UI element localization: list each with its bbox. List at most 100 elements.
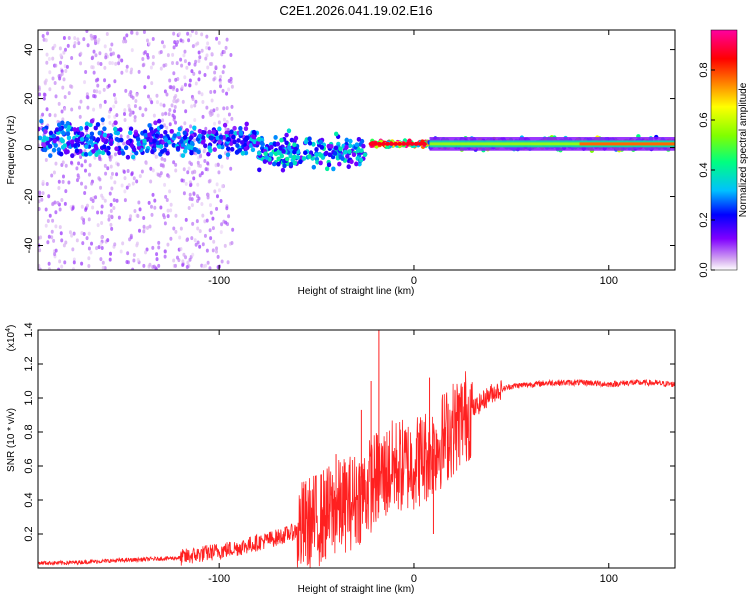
- spectrogram-speckle: [187, 205, 191, 210]
- spectrogram-speckle: [110, 186, 114, 191]
- spectrogram-speckle: [182, 191, 186, 196]
- spectrogram-speckle: [194, 31, 198, 36]
- spectrogram-cell: [165, 150, 170, 156]
- spectrogram-speckle: [213, 89, 217, 94]
- spectrogram-speckle: [67, 36, 71, 41]
- spectrogram-cell: [263, 151, 268, 157]
- spectrogram-speckle: [110, 214, 114, 219]
- spectrogram-y-tick-label: -40: [23, 238, 35, 254]
- spectrogram-cell: [163, 129, 168, 135]
- spectrogram-speckle: [64, 189, 68, 194]
- spectrogram-y-tick-label: 40: [23, 43, 35, 55]
- spectrogram-cell: [51, 133, 57, 139]
- spectrogram-speckle: [58, 46, 62, 51]
- spectrogram-cell: [421, 141, 427, 146]
- colorbar: 0.0 0.2 0.4 0.6 0.8 Normalized spectral ampl…: [698, 29, 749, 278]
- spectrogram-cell: [112, 126, 118, 132]
- spectrogram-cell: [276, 156, 281, 162]
- colorbar-label: Normalized spectral amplitude: [738, 82, 749, 217]
- spectrogram-speckle: [73, 36, 77, 41]
- spectrogram-speckle: [59, 231, 63, 236]
- spectrogram-speckle: [193, 62, 197, 67]
- spectrogram-cell: [89, 118, 95, 124]
- spectrogram-cell: [344, 144, 349, 150]
- spectrogram-cell: [361, 143, 366, 149]
- spectrogram-speckle: [40, 197, 44, 202]
- spectrogram-speckle: [185, 264, 189, 269]
- spectrogram-speckle: [204, 56, 208, 61]
- snr-frame: [37, 329, 676, 569]
- snr-lines: [38, 330, 675, 568]
- spectrogram-speckle: [154, 267, 158, 270]
- spectrogram-cell: [222, 122, 228, 128]
- spectrogram-speckle: [159, 205, 163, 210]
- spectrogram-cell: [93, 125, 98, 131]
- spectrogram-speckle: [155, 257, 159, 262]
- spectrogram-speckle: [114, 100, 118, 105]
- spectrogram-cell: [133, 131, 139, 137]
- spectrogram-cell: [281, 149, 286, 154]
- spectrogram-speckle: [38, 190, 42, 195]
- spectrogram-speckle: [179, 226, 183, 231]
- spectrogram-speckle: [196, 240, 200, 245]
- spectrogram-speckle: [162, 103, 166, 108]
- spectrogram-speckle: [86, 43, 90, 48]
- spectrogram-speckle: [230, 240, 234, 245]
- spectrogram-speckle: [174, 213, 178, 218]
- spectrogram-speckle: [201, 213, 205, 218]
- spectrogram-speckle: [108, 191, 112, 196]
- spectrogram-cell: [257, 167, 262, 173]
- spectrogram-speckle: [215, 194, 219, 199]
- spectrogram-speckle: [208, 203, 212, 208]
- spectrogram-speckle: [75, 238, 79, 243]
- spectrogram-cell: [238, 126, 243, 131]
- spectrogram-speckle: [95, 89, 99, 94]
- spectrogram-speckle: [123, 176, 127, 181]
- spectrogram-cell: [393, 141, 399, 146]
- spectrogram-speckle: [51, 218, 55, 223]
- spectrogram-speckle: [53, 252, 57, 257]
- spectrogram-speckle: [169, 236, 173, 241]
- spectrogram-cell: [314, 152, 319, 158]
- spectrogram-speckle: [54, 248, 58, 253]
- spectrogram-cell: [269, 144, 274, 150]
- spectrogram-speckle: [72, 231, 76, 236]
- spectrogram-speckle: [137, 200, 141, 205]
- spectrogram-speckle: [89, 33, 93, 38]
- spectrogram-cell: [200, 139, 206, 145]
- spectrogram-speckle: [187, 166, 191, 171]
- spectrogram-speckle: [204, 263, 208, 268]
- spectrogram-speckle: [213, 189, 217, 194]
- spectrogram-speckle: [90, 65, 94, 70]
- spectrogram-speckle: [167, 174, 171, 179]
- spectrogram-speckle: [174, 263, 178, 268]
- spectrogram-cell: [125, 139, 131, 145]
- spectrogram-cell: [230, 146, 235, 152]
- spectrogram-speckle: [115, 172, 119, 177]
- spectrogram-speckle: [101, 265, 105, 270]
- spectrogram-speckle: [137, 69, 141, 74]
- spectrogram-cell: [235, 143, 240, 148]
- spectrogram-speckle: [132, 258, 136, 263]
- spectrogram-speckle: [98, 90, 102, 95]
- spectrogram-speckle: [78, 114, 82, 119]
- spectrogram-speckle: [124, 39, 128, 44]
- spectrogram-speckle: [72, 257, 76, 262]
- spectrogram-cell: [188, 135, 194, 141]
- spectrogram-cell: [338, 146, 343, 152]
- spectrogram-speckle: [209, 113, 213, 118]
- snr-y-tick-label: 1.4: [23, 322, 35, 337]
- spectrogram-speckle: [50, 229, 54, 234]
- spectrogram-speckle: [116, 54, 120, 59]
- spectrogram-speckle: [105, 31, 109, 36]
- spectrogram-cell: [217, 154, 223, 160]
- spectrogram-speckle: [112, 104, 116, 109]
- spectrogram-speckle: [217, 40, 221, 45]
- spectrogram-cell: [89, 131, 95, 137]
- spectrogram-cell: [172, 133, 177, 139]
- spectrogram-cell: [95, 137, 101, 142]
- spectrogram-speckle: [183, 49, 187, 54]
- spectrogram-cell: [284, 140, 289, 146]
- spectrogram-cell: [232, 125, 237, 131]
- spectrogram-speckle: [189, 182, 193, 187]
